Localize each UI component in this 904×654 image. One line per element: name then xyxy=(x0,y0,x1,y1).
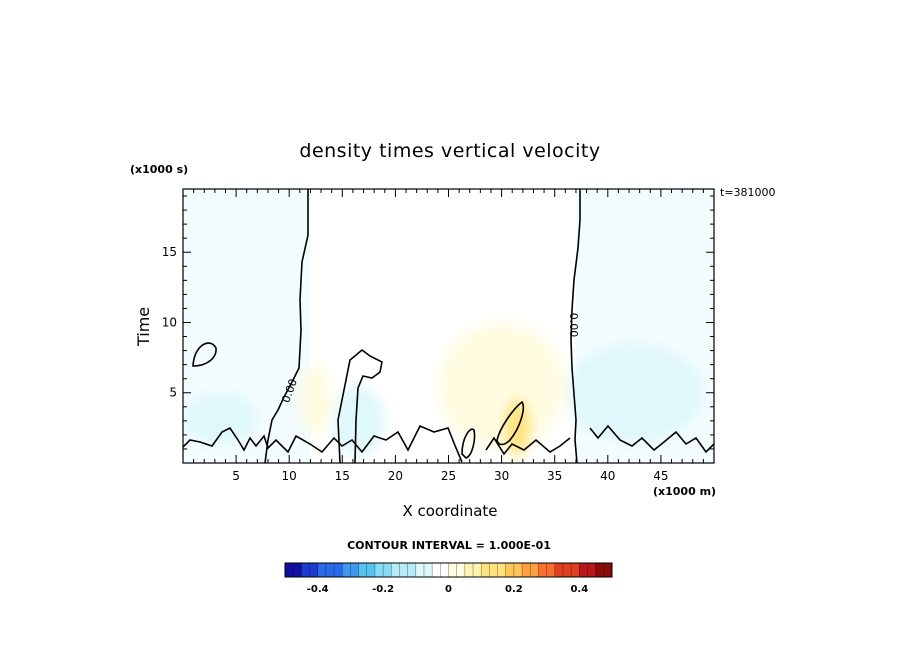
x-tick-label: 30 xyxy=(494,469,509,483)
time-stamp: t=381000 xyxy=(720,186,776,199)
colorbar-cell xyxy=(513,563,523,577)
colorbar-cell xyxy=(456,563,466,577)
colorbar-cell xyxy=(301,563,311,577)
x-tick-label: 35 xyxy=(547,469,562,483)
contour-blob-mid xyxy=(337,348,383,463)
x-tick-label: 45 xyxy=(653,469,668,483)
contour-blob-left xyxy=(192,342,217,367)
colorbar-cell xyxy=(415,563,425,577)
field-region-upwelling-right xyxy=(565,343,704,442)
colorbar-cell xyxy=(407,563,417,577)
x-tick-label: 20 xyxy=(388,469,403,483)
contour-blob-core xyxy=(496,400,525,446)
colorbar-cell xyxy=(522,563,531,577)
colorbar-cell xyxy=(473,563,482,577)
colorbar-cell xyxy=(448,563,458,577)
colorbar: -0.4 -0.2 0 0.2 0.4 xyxy=(284,562,613,595)
colorbar-cell xyxy=(309,563,319,577)
field-region-downwelling-mid xyxy=(437,322,566,449)
colorbar-cell xyxy=(334,563,343,577)
colorbar-cell xyxy=(595,563,605,577)
colorbar-cell xyxy=(399,563,409,577)
colorbar-tick-label: -0.4 xyxy=(307,584,329,595)
colorbar-cell xyxy=(505,563,515,577)
contour-interval-label: CONTOUR INTERVAL = 1.000E-01 xyxy=(347,539,551,552)
field-region-downwelling-small xyxy=(299,364,332,435)
colorbar-cell xyxy=(432,563,441,577)
x-tick-label: 10 xyxy=(282,469,297,483)
colorbar-border xyxy=(284,562,613,578)
y-tick-label: 10 xyxy=(162,315,177,329)
colorbar-cell xyxy=(440,563,449,577)
colorbar-tick-label: 0.2 xyxy=(505,584,523,595)
x-tick-label: 40 xyxy=(600,469,615,483)
colorbar-cell xyxy=(374,563,384,577)
field-region-upwelling-left xyxy=(183,392,258,444)
colorbar-cell xyxy=(603,563,613,577)
colorbar-cell xyxy=(562,563,572,577)
colorbar-cell xyxy=(317,563,327,577)
colorbar-cell xyxy=(350,563,360,577)
colorbar-cell xyxy=(342,563,351,577)
colorbar-cell xyxy=(530,563,539,577)
colorbar-cell xyxy=(481,563,490,577)
x-tick-label: 5 xyxy=(232,469,240,483)
zero-contour-right xyxy=(570,189,581,463)
colorbar-cell xyxy=(571,563,580,577)
colorbar-cell xyxy=(391,563,400,577)
colorbar-tick-label: 0.4 xyxy=(570,584,588,595)
y-tick-label: 5 xyxy=(169,386,177,400)
contour-label-right: 0.00 xyxy=(567,313,580,338)
colorbar-cell xyxy=(358,563,368,577)
chart-title: density times vertical velocity xyxy=(299,140,601,162)
colorbar-cell xyxy=(423,563,433,577)
plot-frame xyxy=(182,188,715,464)
colorbar-cell xyxy=(464,563,474,577)
colorbar-cell xyxy=(383,563,392,577)
y-axis-ticks: 5 10 15 xyxy=(162,245,177,400)
colorbar-cell xyxy=(285,563,294,577)
zero-contour-left xyxy=(264,189,309,463)
x-tick-label: 15 xyxy=(335,469,350,483)
y-axis-units: (x1000 s) xyxy=(130,163,189,176)
colorbar-cell xyxy=(554,563,564,577)
y-tick-label: 15 xyxy=(162,245,177,259)
x-axis-units: (x1000 m) xyxy=(653,485,717,498)
contour-blob-small xyxy=(461,428,476,459)
colorbar-tick-label: -0.2 xyxy=(372,584,394,595)
colorbar-tick-label: 0 xyxy=(445,584,452,595)
colorbar-cell xyxy=(366,563,376,577)
colorbar-cell xyxy=(325,563,335,577)
colorbar-cell xyxy=(497,563,507,577)
colorbar-cell xyxy=(546,563,556,577)
colorbar-cell xyxy=(579,563,588,577)
contour-bottom-wiggle xyxy=(183,424,714,463)
colorbar-cell xyxy=(538,563,548,577)
colorbar-cell xyxy=(587,563,597,577)
colorbar-cell xyxy=(489,563,499,577)
x-axis-label: X coordinate xyxy=(402,502,498,520)
x-axis-ticks: 5 10 15 20 25 30 35 40 45 xyxy=(232,469,668,483)
zero-contours xyxy=(183,189,714,463)
x-tick-label: 25 xyxy=(441,469,456,483)
colorbar-cell xyxy=(293,563,302,577)
